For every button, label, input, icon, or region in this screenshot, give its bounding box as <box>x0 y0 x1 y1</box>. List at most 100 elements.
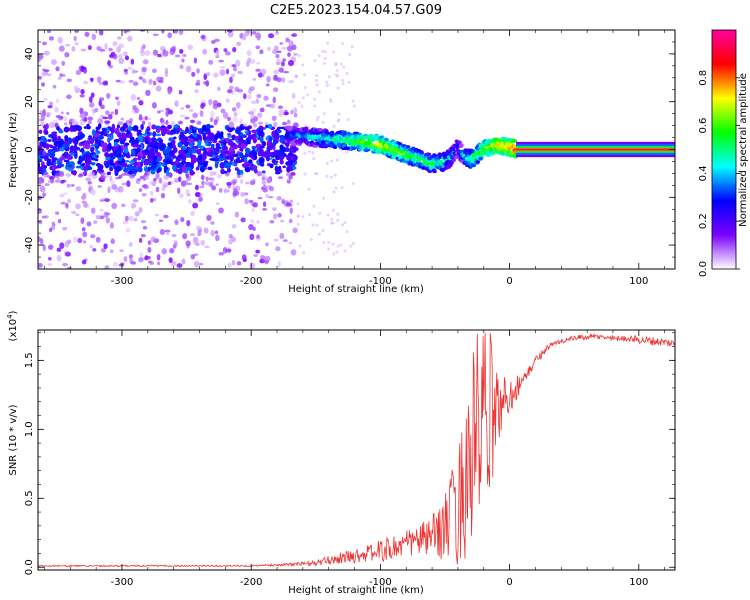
heatmap-cell <box>179 64 184 70</box>
heatmap-cell <box>297 101 301 105</box>
heatmap-cell <box>219 69 226 76</box>
heatmap-cell <box>255 30 261 34</box>
heatmap-cell <box>167 110 174 115</box>
heatmap-cell <box>289 207 293 214</box>
heatmap-cell <box>77 174 83 178</box>
heatmap-cell <box>100 169 104 173</box>
heatmap-cell <box>271 158 277 164</box>
heatmap-cell <box>231 259 236 266</box>
heatmap-cell <box>194 89 199 93</box>
heatmap-cell <box>136 97 141 100</box>
heatmap-cell <box>43 165 48 169</box>
heatmap-cell <box>185 161 191 165</box>
heatmap-cell <box>273 238 279 242</box>
heatmap-cell <box>57 161 61 165</box>
heatmap-cell <box>459 143 464 147</box>
heatmap-cell <box>162 181 169 188</box>
heatmap-cell <box>150 169 156 175</box>
heatmap-cell <box>174 124 179 129</box>
heatmap-cell <box>273 69 279 75</box>
heatmap-cell <box>181 258 186 265</box>
heatmap-cell <box>83 80 89 85</box>
heatmap-cell <box>130 58 135 65</box>
heatmap-cell <box>183 180 188 186</box>
heatmap-cell <box>246 60 250 67</box>
heatmap-cell <box>48 257 52 261</box>
heatmap-cell <box>62 263 68 267</box>
heatmap-cell <box>286 180 291 184</box>
heatmap-cell <box>141 44 146 50</box>
heatmap-cell <box>89 244 94 249</box>
colorbar-ticks: 0.0 0.2 0.4 0.6 0.8 <box>698 70 740 277</box>
heatmap-cell <box>209 158 215 161</box>
heatmap-cell <box>218 187 223 193</box>
heatmap-cell <box>250 113 256 120</box>
heatmap-cell <box>252 77 257 81</box>
heatmap-cell <box>251 145 257 150</box>
heatmap-cell <box>231 224 237 229</box>
heatmap-cell <box>281 198 285 205</box>
heatmap-cell <box>336 212 340 216</box>
heatmap-cell <box>261 170 266 174</box>
heatmap-cell <box>71 125 78 132</box>
heatmap-cell <box>170 261 177 267</box>
heatmap-cell <box>56 165 60 169</box>
snr-x-axis-label: Height of straight line (km) <box>288 585 424 596</box>
heatmap-cell <box>334 73 338 77</box>
heatmap-cell <box>235 127 241 134</box>
heatmap-cell <box>62 192 68 196</box>
heatmap-cell <box>185 173 190 179</box>
heatmap-cell <box>55 211 60 215</box>
heatmap-cell <box>188 137 194 144</box>
heatmap-cell <box>51 221 56 225</box>
heatmap-cell <box>96 46 101 51</box>
heatmap-cell <box>293 53 298 56</box>
heatmap-cell <box>197 232 202 237</box>
heatmap-cell <box>292 227 298 234</box>
heatmap-cell <box>139 252 144 258</box>
heatmap-cell <box>303 172 307 176</box>
heatmap-cell <box>182 145 187 151</box>
heatmap-cell <box>200 239 206 246</box>
heatmap-cell <box>75 203 81 210</box>
heatmap-cell <box>212 154 216 159</box>
heatmap-cell <box>184 116 190 120</box>
heatmap-cell <box>74 42 79 46</box>
heatmap-cell <box>116 100 121 106</box>
heatmap-cell <box>101 142 107 150</box>
heatmap-cell <box>41 41 48 46</box>
heatmap-cell <box>276 50 282 53</box>
heatmap-cell <box>282 141 286 145</box>
heatmap-cell <box>431 168 437 173</box>
heatmap-cell <box>290 172 296 176</box>
heatmap-cell <box>121 162 127 168</box>
heatmap-cell <box>186 219 191 227</box>
heatmap-cell <box>164 154 171 159</box>
heatmap-cell <box>61 179 67 183</box>
heatmap-cell <box>248 224 254 231</box>
heatmap-cell <box>73 121 79 125</box>
heatmap-cell <box>314 79 318 83</box>
heatmap-cell <box>100 104 105 110</box>
heatmap-cell <box>255 249 261 254</box>
heatmap-cell <box>255 68 261 72</box>
heatmap-cell <box>76 125 82 132</box>
heatmap-cell <box>115 96 119 100</box>
heatmap-cell <box>277 176 284 179</box>
heatmap-cell <box>90 207 96 214</box>
heatmap-cell <box>226 133 232 136</box>
heatmap-cell <box>261 186 266 191</box>
heatmap-cell <box>347 80 351 84</box>
heatmap-cell <box>326 213 330 217</box>
heatmap-cell <box>102 80 108 86</box>
heatmap-cell <box>182 53 187 58</box>
heatmap-cell <box>169 247 175 254</box>
heatmap-cell <box>179 131 185 138</box>
heatmap-cell <box>215 183 219 186</box>
heatmap-cell <box>39 185 46 193</box>
heatmap-cell <box>277 261 281 268</box>
heatmap-cell <box>112 41 118 47</box>
heatmap-cell <box>142 59 149 65</box>
heatmap-cell <box>128 79 134 83</box>
heatmap-cell <box>172 147 178 153</box>
